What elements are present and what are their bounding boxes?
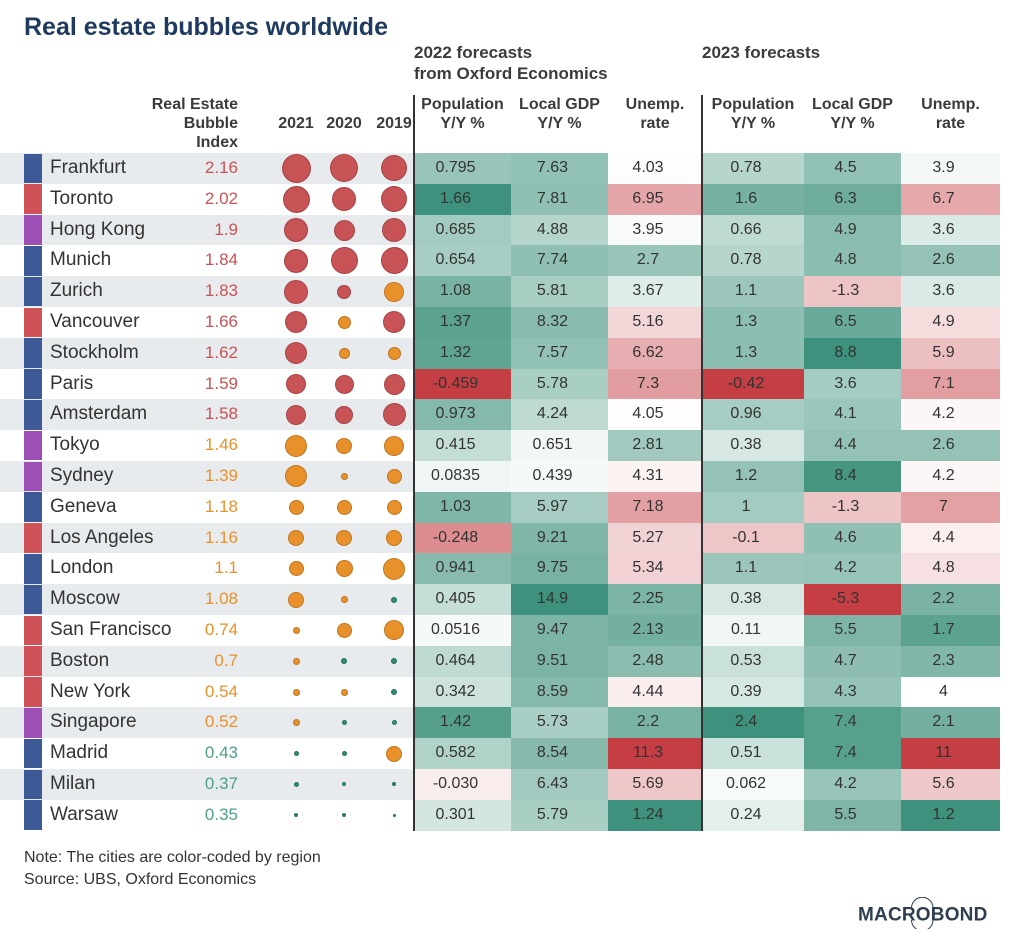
svg-text:MACROBOND: MACROBOND (858, 905, 988, 926)
